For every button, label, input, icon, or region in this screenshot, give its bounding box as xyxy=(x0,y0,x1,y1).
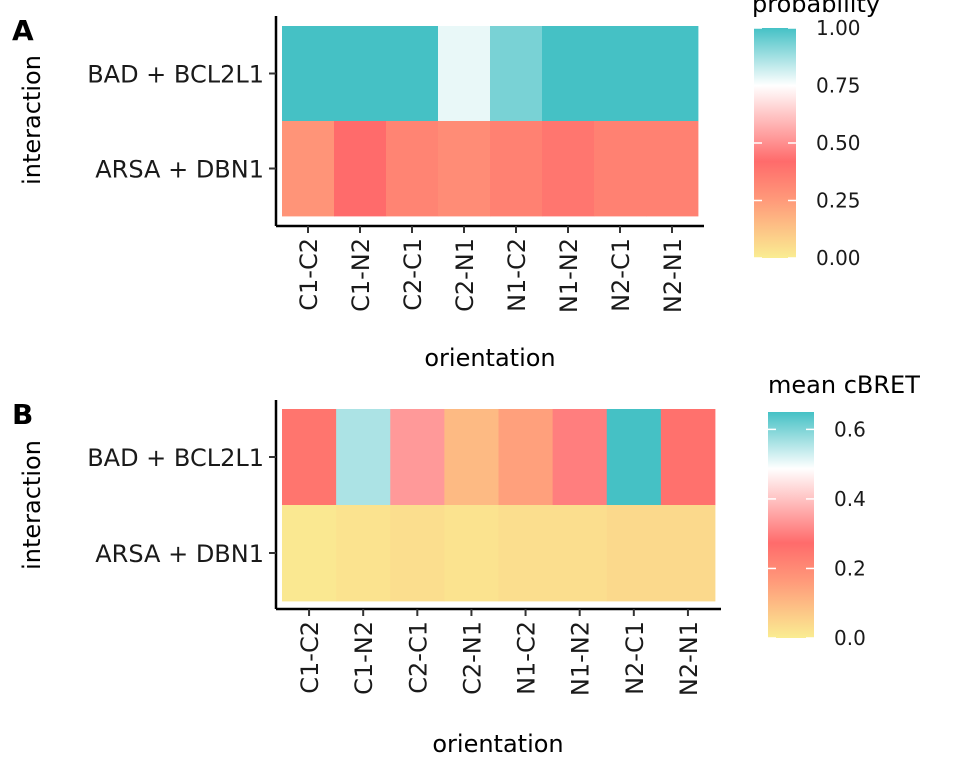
heat-cell xyxy=(386,26,439,122)
heat-cell xyxy=(438,121,491,217)
x-tick-label: N1-N2 xyxy=(555,238,583,313)
x-tick-label: C2-N1 xyxy=(458,621,486,695)
heat-cell xyxy=(334,121,387,217)
heat-cell xyxy=(386,121,439,217)
heat-cell xyxy=(660,409,716,506)
heat-cell xyxy=(552,409,608,506)
heat-cell xyxy=(660,505,716,602)
heat-cell xyxy=(444,505,499,602)
heat-cell xyxy=(606,409,662,506)
x-axis-title-a: orientation xyxy=(424,344,555,372)
heat-cell xyxy=(438,26,491,122)
heat-cell xyxy=(334,26,387,122)
x-tick-label: N2-N1 xyxy=(659,238,687,313)
legend-tick-label: 0.0 xyxy=(834,626,866,650)
heat-cell xyxy=(336,505,391,602)
heat-cell xyxy=(542,121,595,217)
y-tick-label: ARSA + DBN1 xyxy=(95,540,264,568)
heat-cell xyxy=(498,409,554,506)
legend-tick-label: 1.00 xyxy=(816,16,861,40)
x-tick-label: C2-C1 xyxy=(404,621,432,694)
heat-cell xyxy=(552,505,608,602)
x-tick-label: C2-N1 xyxy=(451,238,479,312)
legend-tick-label: 0.25 xyxy=(816,189,861,213)
legend-tick-label: 0.4 xyxy=(834,487,866,511)
heat-cell xyxy=(282,121,335,217)
heat-cell xyxy=(594,26,647,122)
heat-cell xyxy=(282,505,337,602)
legend-tick-label: 0.75 xyxy=(816,74,861,98)
heat-cell xyxy=(282,26,335,122)
y-tick-label: ARSA + DBN1 xyxy=(95,156,264,184)
heat-cell xyxy=(490,26,543,122)
x-tick-label: C1-N2 xyxy=(350,621,378,695)
heat-cell xyxy=(594,121,647,217)
heat-cell xyxy=(498,505,554,602)
x-tick-label: N2-C1 xyxy=(607,238,635,312)
legend-colorbar xyxy=(768,412,814,638)
legend-tick-label: 0.50 xyxy=(816,131,861,155)
heat-cell xyxy=(282,409,337,506)
panel-a: A interaction orientation probability BA… xyxy=(12,0,880,372)
heat-cell xyxy=(542,26,595,122)
heat-cell xyxy=(336,409,391,506)
x-tick-label: N1-N2 xyxy=(567,621,595,696)
legend-tick-label: 0.2 xyxy=(834,556,866,580)
x-tick-label: N1-C2 xyxy=(503,238,531,312)
x-tick-label: C1-N2 xyxy=(347,238,375,312)
legend-title-b: mean cBRET xyxy=(768,371,920,399)
heat-cell xyxy=(390,409,445,506)
x-tick-label: N2-N1 xyxy=(675,621,703,696)
x-tick-label: N2-C1 xyxy=(621,621,649,695)
x-tick-label: C2-C1 xyxy=(399,238,427,311)
y-axis-title-b: interaction xyxy=(18,440,46,570)
heat-cell xyxy=(646,26,699,122)
heat-cell xyxy=(390,505,445,602)
x-axis-title-b: orientation xyxy=(432,730,563,758)
heat-cell xyxy=(490,121,543,217)
legend-tick-label: 0.6 xyxy=(834,417,866,441)
x-tick-label: N1-C2 xyxy=(513,621,541,695)
x-tick-label: C1-C2 xyxy=(296,621,324,694)
y-tick-label: BAD + BCL2L1 xyxy=(87,444,264,472)
legend-tick-label: 0.00 xyxy=(816,246,861,270)
x-tick-label: C1-C2 xyxy=(295,238,323,311)
panel-label-b: B xyxy=(12,398,33,431)
panel-label-a: A xyxy=(12,14,34,47)
y-axis-title-a: interaction xyxy=(18,55,46,185)
panel-b: B interaction orientation mean cBRET BAD… xyxy=(12,371,920,758)
heat-cell xyxy=(646,121,699,217)
heat-cell xyxy=(606,505,662,602)
heat-cell xyxy=(444,409,499,506)
legend-title-a: probability xyxy=(752,0,880,18)
y-tick-label: BAD + BCL2L1 xyxy=(87,61,264,89)
